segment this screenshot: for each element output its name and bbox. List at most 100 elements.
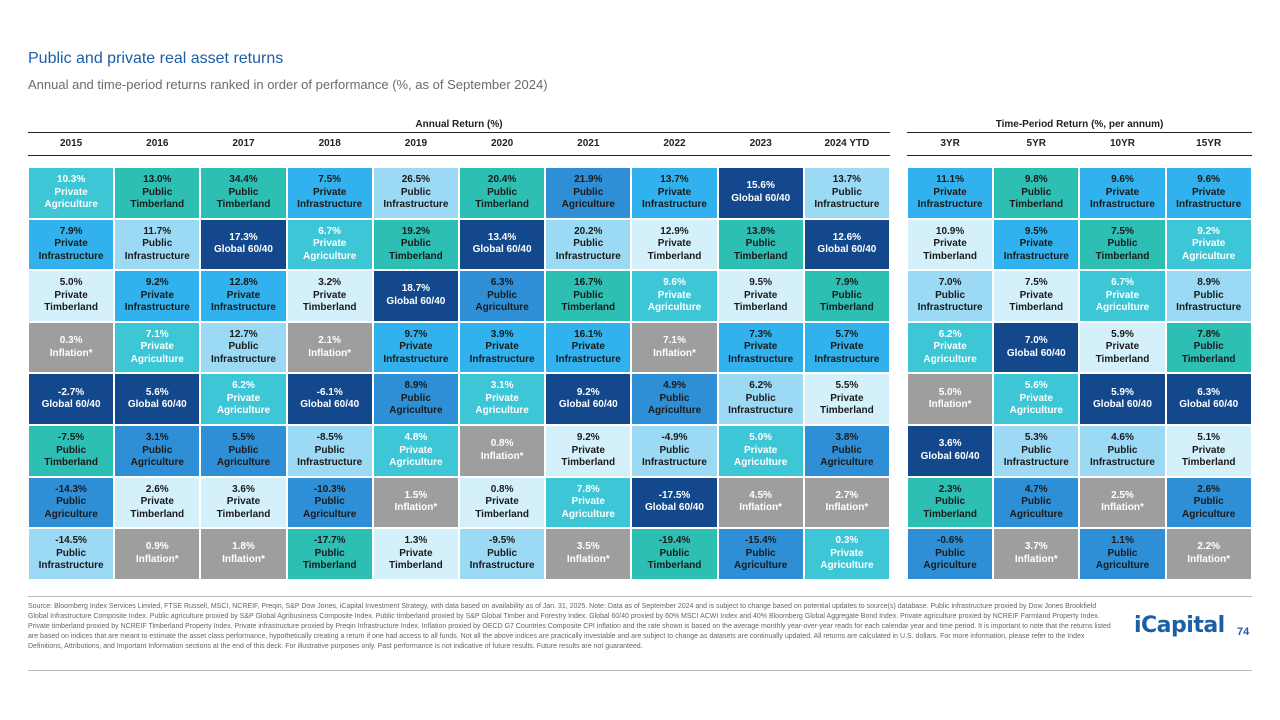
asset-class: Infrastructure [38,560,104,572]
return-cell: 16.1% Private Infrastructure [545,321,632,374]
return-cell: 1.5% Inflation* [372,476,459,529]
asset-type: Private [933,341,967,353]
asset-name: Inflation* [1014,553,1058,565]
icapital-logo: iCapital [1134,613,1225,638]
asset-class: Timberland [820,302,874,314]
asset-class: Timberland [820,405,874,417]
return-cell: 18.7% Global 60/40 [372,270,459,322]
asset-class: Timberland [923,250,977,262]
return-value: 26.5% [401,174,431,186]
return-cell: 8.9% Public Infrastructure [1165,270,1252,322]
asset-class: Infrastructure [728,405,794,417]
page-title: Public and private real asset returns [28,50,284,67]
asset-type: Public [1021,186,1052,198]
asset-class: Agriculture [734,457,788,469]
asset-class: Infrastructure [641,199,707,211]
asset-type: Public [56,547,87,559]
return-cell: 6.7% Private Agriculture [286,218,373,271]
asset-type: Private [313,238,347,250]
asset-type: Private [313,289,347,301]
asset-type: Private [226,392,261,404]
asset-class: Agriculture [923,353,977,365]
return-value: -8.5% [316,432,343,444]
asset-name: Inflation* [825,502,869,514]
return-cell: 6.7% Private Agriculture [1079,270,1166,322]
asset-class: Infrastructure [555,353,621,365]
return-cell: 3.7% Inflation* [993,528,1080,580]
asset-class: Agriculture [561,199,615,211]
return-cell: -2.7% Global 60/40 [28,373,115,425]
asset-type: Private [744,289,778,301]
return-value: 7.5% [1111,225,1134,237]
return-cell: 13.7% Public Infrastructure [803,167,890,219]
asset-type: Public [573,289,604,301]
asset-type: Public [400,238,431,250]
period-group-label: Time-Period Return (%, per annum) [995,119,1164,130]
asset-class: Timberland [1181,353,1236,365]
asset-type: Private [1192,238,1226,250]
asset-class: Timberland [130,508,185,520]
asset-type: Private [657,238,692,250]
asset-class: Timberland [389,560,443,572]
asset-type: Public [831,186,862,198]
return-value: 2.1% [318,335,342,347]
return-value: 3.1% [145,432,169,444]
asset-class: Infrastructure [1176,302,1242,314]
return-cell: 13.7% Private Infrastructure [631,167,718,219]
asset-type: Private [1192,444,1226,456]
asset-class: Agriculture [1009,508,1063,520]
asset-class: Agriculture [216,457,271,469]
return-value: 6.3% [490,277,514,289]
asset-class: Agriculture [44,508,98,520]
return-cell: 12.9% Private Timberland [631,218,718,271]
return-value: 8.9% [404,380,428,392]
return-cell: 3.6% Global 60/40 [907,425,994,477]
asset-type: Private [571,496,605,508]
return-value: -4.9% [661,432,688,444]
source-footnote: Source: Bloomberg Index Services Limited… [28,603,1111,650]
return-value: 5.6% [145,386,169,398]
return-cell: 8.9% Public Agriculture [372,373,459,425]
return-value: 9.5% [749,277,773,289]
asset-type: Public [1107,547,1138,559]
return-value: 5.9% [1111,328,1134,340]
return-cell: 2.2% Inflation* [1165,528,1252,580]
asset-class: Timberland [44,457,98,469]
return-cell: 10.3% Private Agriculture [28,167,115,219]
asset-name: Inflation* [739,502,783,514]
asset-name: Global 60/40 [1006,347,1066,359]
asset-type: Private [571,341,605,353]
asset-class: Timberland [216,199,271,211]
return-value: 2.6% [145,483,169,495]
return-cell: 1.3% Private Timberland [372,528,459,580]
asset-type: Private [830,392,864,404]
return-cell: 2.3% Public Timberland [907,476,994,529]
return-value: 5.5% [835,380,859,392]
return-value: 9.7% [404,328,428,340]
asset-class: Infrastructure [917,199,983,211]
return-value: 21.9% [574,174,603,186]
return-cell: -15.4% Public Agriculture [717,528,804,580]
return-cell: 2.6% Private Timberland [114,476,201,529]
return-cell: 0.3% Private Agriculture [803,528,890,580]
return-cell: 12.6% Global 60/40 [803,218,890,271]
return-value: 2.6% [1197,483,1221,495]
asset-type: Public [1193,341,1224,353]
return-value: 1.1% [1111,535,1134,547]
return-value: 10.9% [935,225,965,237]
asset-class: Infrastructure [297,199,363,211]
return-value: 7.8% [576,483,600,495]
asset-class: Infrastructure [641,457,707,469]
asset-class: Infrastructure [555,250,621,262]
return-cell: -9.5% Public Infrastructure [459,528,546,580]
return-value: 7.3% [749,328,773,340]
asset-type: Public [314,496,345,508]
return-value: 2.7% [835,489,859,501]
return-value: -19.4% [658,535,691,547]
asset-type: Private [313,186,347,198]
annual-column-header: 2023 [749,138,772,149]
asset-type: Private [657,186,692,198]
asset-name: Inflation* [135,553,179,565]
return-cell: 4.6% Public Infrastructure [1079,425,1166,477]
return-cell: 1.1% Public Agriculture [1079,528,1166,580]
